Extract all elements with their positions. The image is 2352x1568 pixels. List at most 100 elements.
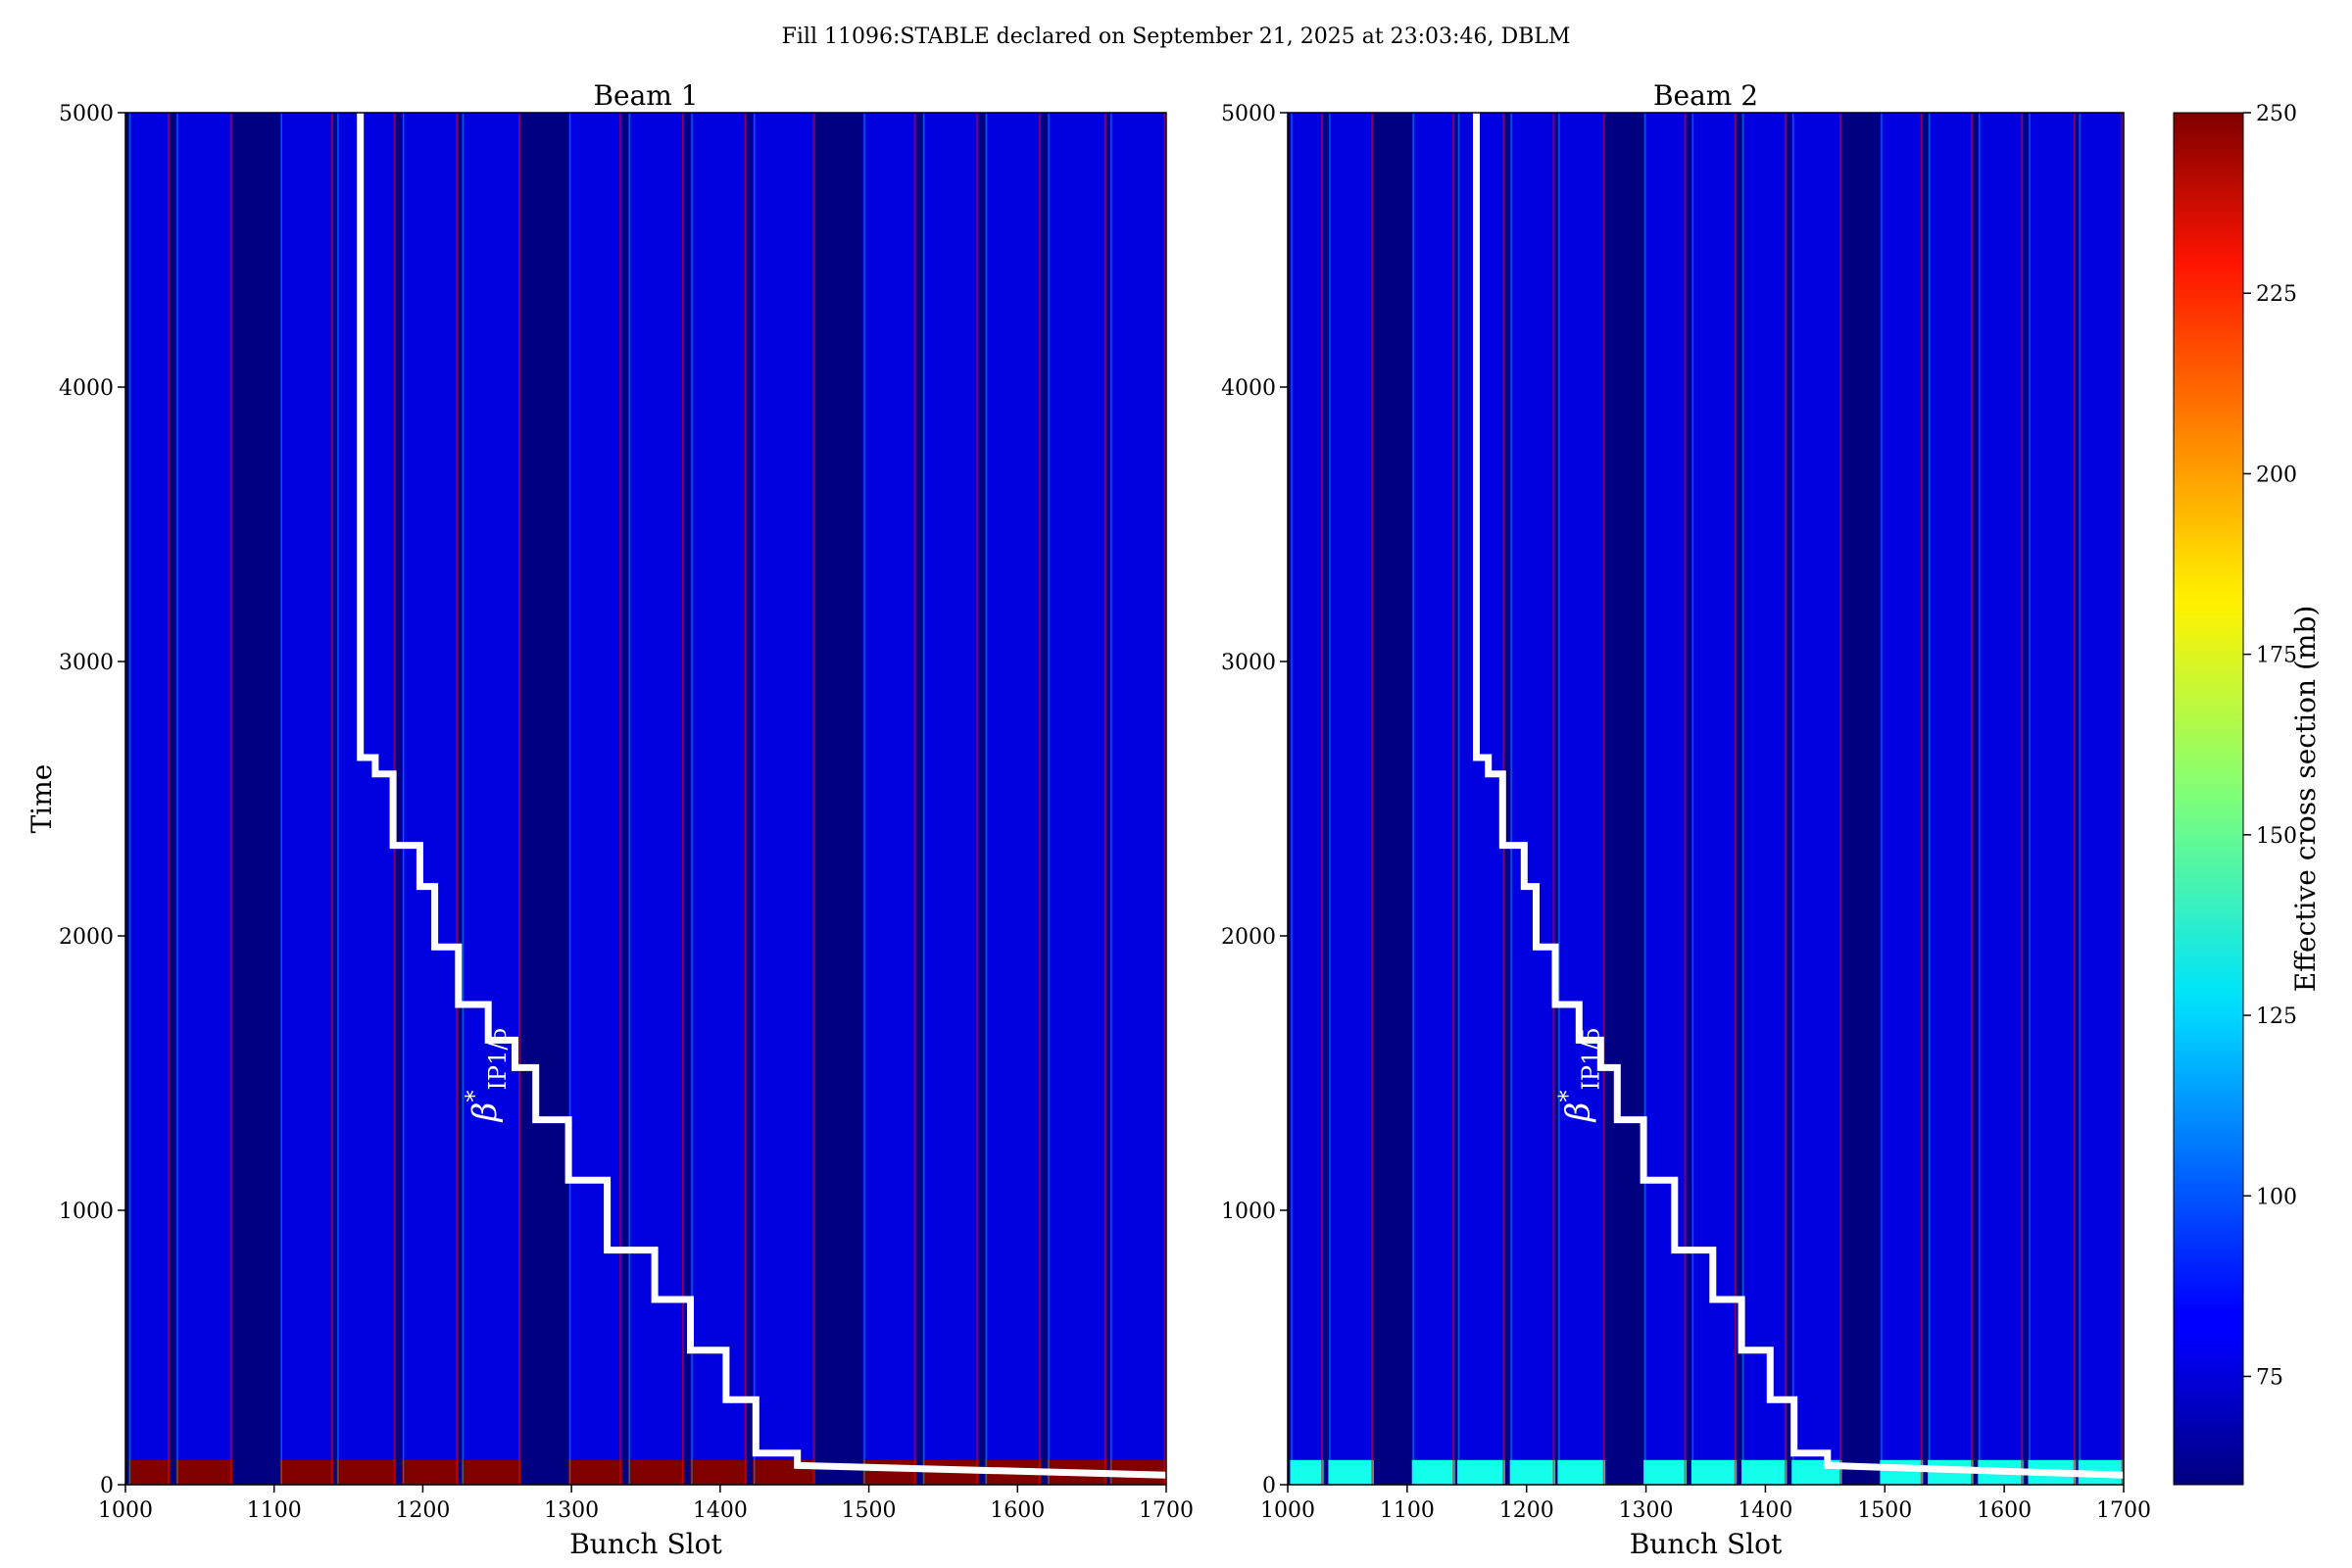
heatmap-train-2 (1328, 113, 1374, 1485)
x-tick-label: 1500 (1857, 1498, 1912, 1523)
y-tick-label: 5000 (1221, 102, 1276, 126)
x-tick-label: 1300 (1619, 1498, 1674, 1523)
heatmap-train-2 (175, 113, 233, 1485)
y-tick-label: 1000 (59, 1200, 114, 1224)
x-tick-label: 1100 (1380, 1498, 1435, 1523)
beta-sup: * (1554, 1091, 1582, 1102)
heatmap-early-band (461, 1459, 521, 1485)
colorbar-label: Effective cross section (mb) (2289, 606, 2322, 993)
heatmap-early-band (568, 1459, 622, 1485)
heatmap-early-band (862, 1459, 917, 1485)
beam-1-panel: β*IP1/5 1000 1100 1200 1300 1400 1500 1600 1700 0… (25, 79, 1194, 1560)
heatmap-early-band (1880, 1459, 1924, 1485)
y-tick-label: 3000 (1221, 651, 1276, 675)
x-tick-label: 1600 (1977, 1498, 2032, 1523)
beta-star-label: β*IP1/5 (461, 1027, 512, 1123)
beta-sub: IP1/5 (1578, 1027, 1605, 1090)
x-tick-label: 1300 (544, 1498, 599, 1523)
beam-2-panel: β*IP1/5 1000 1100 1200 1300 1400 1500 1600 1700 0… (1221, 79, 2151, 1560)
heatmap-train-15 (1109, 113, 1166, 1485)
colorbar-tick-label: 175 (2256, 644, 2297, 668)
beta-sub: IP1/5 (484, 1027, 512, 1090)
heatmap-train-4 (1457, 113, 1505, 1485)
heatmap-early-band (690, 1459, 748, 1485)
x-tick-label: 1400 (1738, 1498, 1792, 1523)
x-tick-label: 1100 (247, 1498, 302, 1523)
heatmap-train-7 (568, 113, 622, 1485)
heatmap-train-10 (1791, 113, 1842, 1485)
y-axis-label: Time (25, 764, 58, 834)
beta-sup: * (461, 1091, 488, 1102)
colorbar-tick-label: 225 (2256, 282, 2297, 307)
heatmap-early-band (336, 1459, 397, 1485)
heatmap-early-band (175, 1459, 233, 1485)
y-tick-label: 2000 (1221, 925, 1276, 950)
heatmap-early-band (627, 1459, 685, 1485)
heatmap-early-band (1509, 1459, 1555, 1485)
beta-symbol: β (1559, 1102, 1598, 1124)
beta-symbol: β (466, 1102, 505, 1124)
x-tick-label: 1400 (693, 1498, 748, 1523)
heatmap-train-4 (336, 113, 397, 1485)
heatmap-early-band (1290, 1459, 1324, 1485)
heatmap-train-6 (1557, 113, 1606, 1485)
heatmap-train-7 (1643, 113, 1688, 1485)
colorbar-tick-label: 125 (2256, 1004, 2297, 1029)
y-tick-label: 5000 (59, 102, 114, 126)
heatmap-train-11 (862, 113, 917, 1485)
heatmap-train-9 (1741, 113, 1788, 1485)
heatmap-train-13 (984, 113, 1042, 1485)
heatmap-train-12 (1928, 113, 1974, 1485)
heatmap-train-14 (2028, 113, 2077, 1485)
y-tick-label: 0 (100, 1474, 114, 1498)
colorbar-ticks: 75 100 125 150 175 200 225 250 (2243, 102, 2297, 1390)
heatmap-train-11 (1880, 113, 1924, 1485)
heatmap-train-9 (690, 113, 748, 1485)
x-tick-label: 1700 (2096, 1498, 2151, 1523)
heatmap-early-band (1328, 1459, 1374, 1485)
y-tick-label: 4000 (1221, 376, 1276, 401)
heatmap-train-15 (2078, 113, 2124, 1485)
y-tick-label: 3000 (59, 651, 114, 675)
heatmap-train-14 (1047, 113, 1107, 1485)
heatmap-train-3 (279, 113, 334, 1485)
x-tick-label: 1200 (1499, 1498, 1554, 1523)
y-tick-label: 1000 (1221, 1200, 1276, 1224)
x-tick-label: 1200 (395, 1498, 450, 1523)
y-tick-label: 4000 (59, 376, 114, 401)
heatmap-train-10 (753, 113, 815, 1485)
heatmap-early-band (1741, 1459, 1788, 1485)
heatmap-train-13 (1978, 113, 2024, 1485)
beta-star-curve (357, 113, 1167, 1479)
x-tick-label: 1000 (1260, 1498, 1315, 1523)
x-axis-label: Bunch Slot (569, 1528, 722, 1560)
colorbar-tick-label: 250 (2256, 102, 2297, 126)
heatmap-train-12 (922, 113, 979, 1485)
heatmap-early-band (1457, 1459, 1505, 1485)
colorbar-gradient (2173, 112, 2244, 1486)
figure-title: Fill 11096:STABLE declared on September … (782, 24, 1571, 49)
colorbar: 75 100 125 150 175 200 225 250 Effective cross … (2173, 102, 2322, 1486)
heatmap-train-6 (461, 113, 521, 1485)
panel-title: Beam 2 (1653, 79, 1758, 112)
heatmap-early-band (402, 1459, 459, 1485)
x-axis-label: Bunch Slot (1630, 1528, 1783, 1560)
colorbar-tick-label: 150 (2256, 824, 2297, 849)
heatmap-train-1 (128, 113, 171, 1485)
heatmap-early-band (128, 1459, 171, 1485)
x-tick-label: 1600 (990, 1498, 1045, 1523)
x-tick-label: 1000 (98, 1498, 153, 1523)
heatmap-early-band (279, 1459, 334, 1485)
heatmap-train-3 (1411, 113, 1455, 1485)
x-tick-label: 1500 (842, 1498, 897, 1523)
colorbar-tick-label: 200 (2256, 463, 2297, 487)
y-tick-label: 0 (1262, 1474, 1276, 1498)
heatmap-train-5 (402, 113, 459, 1485)
heatmap-early-band (1411, 1459, 1455, 1485)
beta-star-curve (1473, 113, 2125, 1479)
x-tick-label: 1700 (1139, 1498, 1194, 1523)
panel-title: Beam 1 (593, 79, 698, 112)
heatmap-train-1 (1290, 113, 1324, 1485)
heatmap-early-band (1690, 1459, 1738, 1485)
